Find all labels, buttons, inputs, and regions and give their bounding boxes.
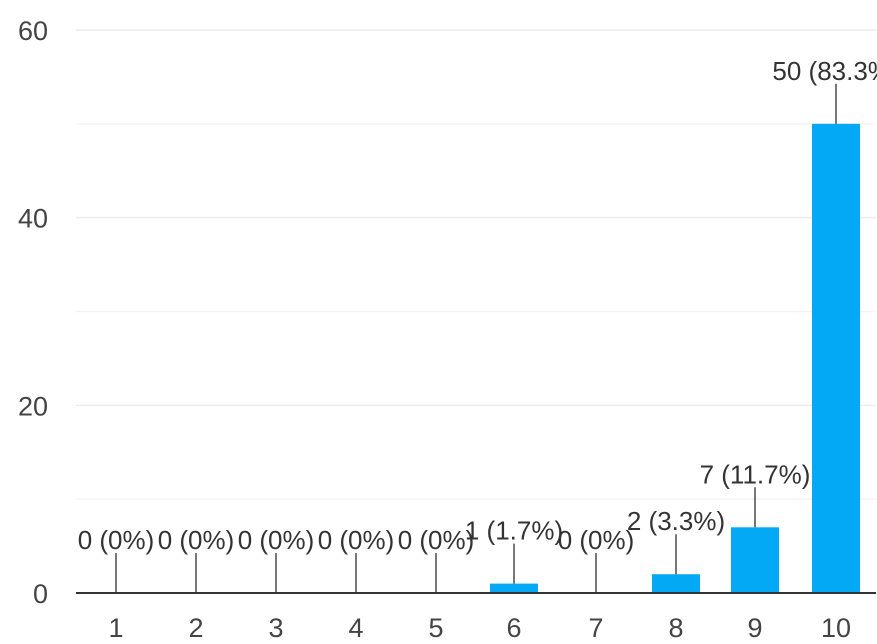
label-leaders — [115, 83, 837, 593]
data-label: 0 (0%) — [158, 525, 235, 555]
bar — [731, 527, 779, 593]
data-label: 0 (0%) — [398, 525, 475, 555]
bar — [812, 123, 860, 593]
x-tick-label: 9 — [747, 613, 762, 643]
x-tick-label: 4 — [348, 613, 363, 643]
data-label: 0 (0%) — [558, 525, 635, 555]
x-tick-label: 3 — [268, 613, 283, 643]
data-label: 7 (11.7%) — [700, 459, 811, 489]
x-tick-label: 8 — [668, 613, 683, 643]
x-tick-label: 5 — [428, 613, 443, 643]
x-tick-label: 6 — [506, 613, 521, 643]
y-tick-label: 0 — [33, 579, 48, 609]
gridlines — [76, 29, 876, 500]
bar — [652, 574, 700, 593]
y-axis-ticks: 0 20 40 60 — [18, 16, 48, 609]
data-labels: 0 (0%) 0 (0%) 0 (0%) 0 (0%) 0 (0%)1 (1.7%)0 … — [78, 56, 877, 555]
data-label: 2 (3.3%) — [627, 506, 725, 536]
y-tick-label: 20 — [18, 391, 48, 421]
data-label: 1 (1.7%) — [465, 516, 563, 546]
y-tick-label: 40 — [18, 204, 48, 234]
data-label: 50 (83.3%) — [772, 56, 877, 86]
bars — [490, 123, 860, 593]
x-tick-label: 7 — [588, 613, 603, 643]
bar — [490, 583, 538, 593]
data-label: 0 (0%) — [78, 525, 155, 555]
data-label: 0 (0%) — [238, 525, 315, 555]
x-axis-ticks: 1 2 3 4 5 6 7 8 9 10 — [108, 613, 851, 643]
data-label: 0 (0%) — [318, 525, 395, 555]
y-tick-label: 60 — [18, 16, 48, 46]
x-tick-label: 10 — [821, 613, 851, 643]
x-tick-label: 1 — [108, 613, 123, 643]
x-tick-label: 2 — [188, 613, 203, 643]
